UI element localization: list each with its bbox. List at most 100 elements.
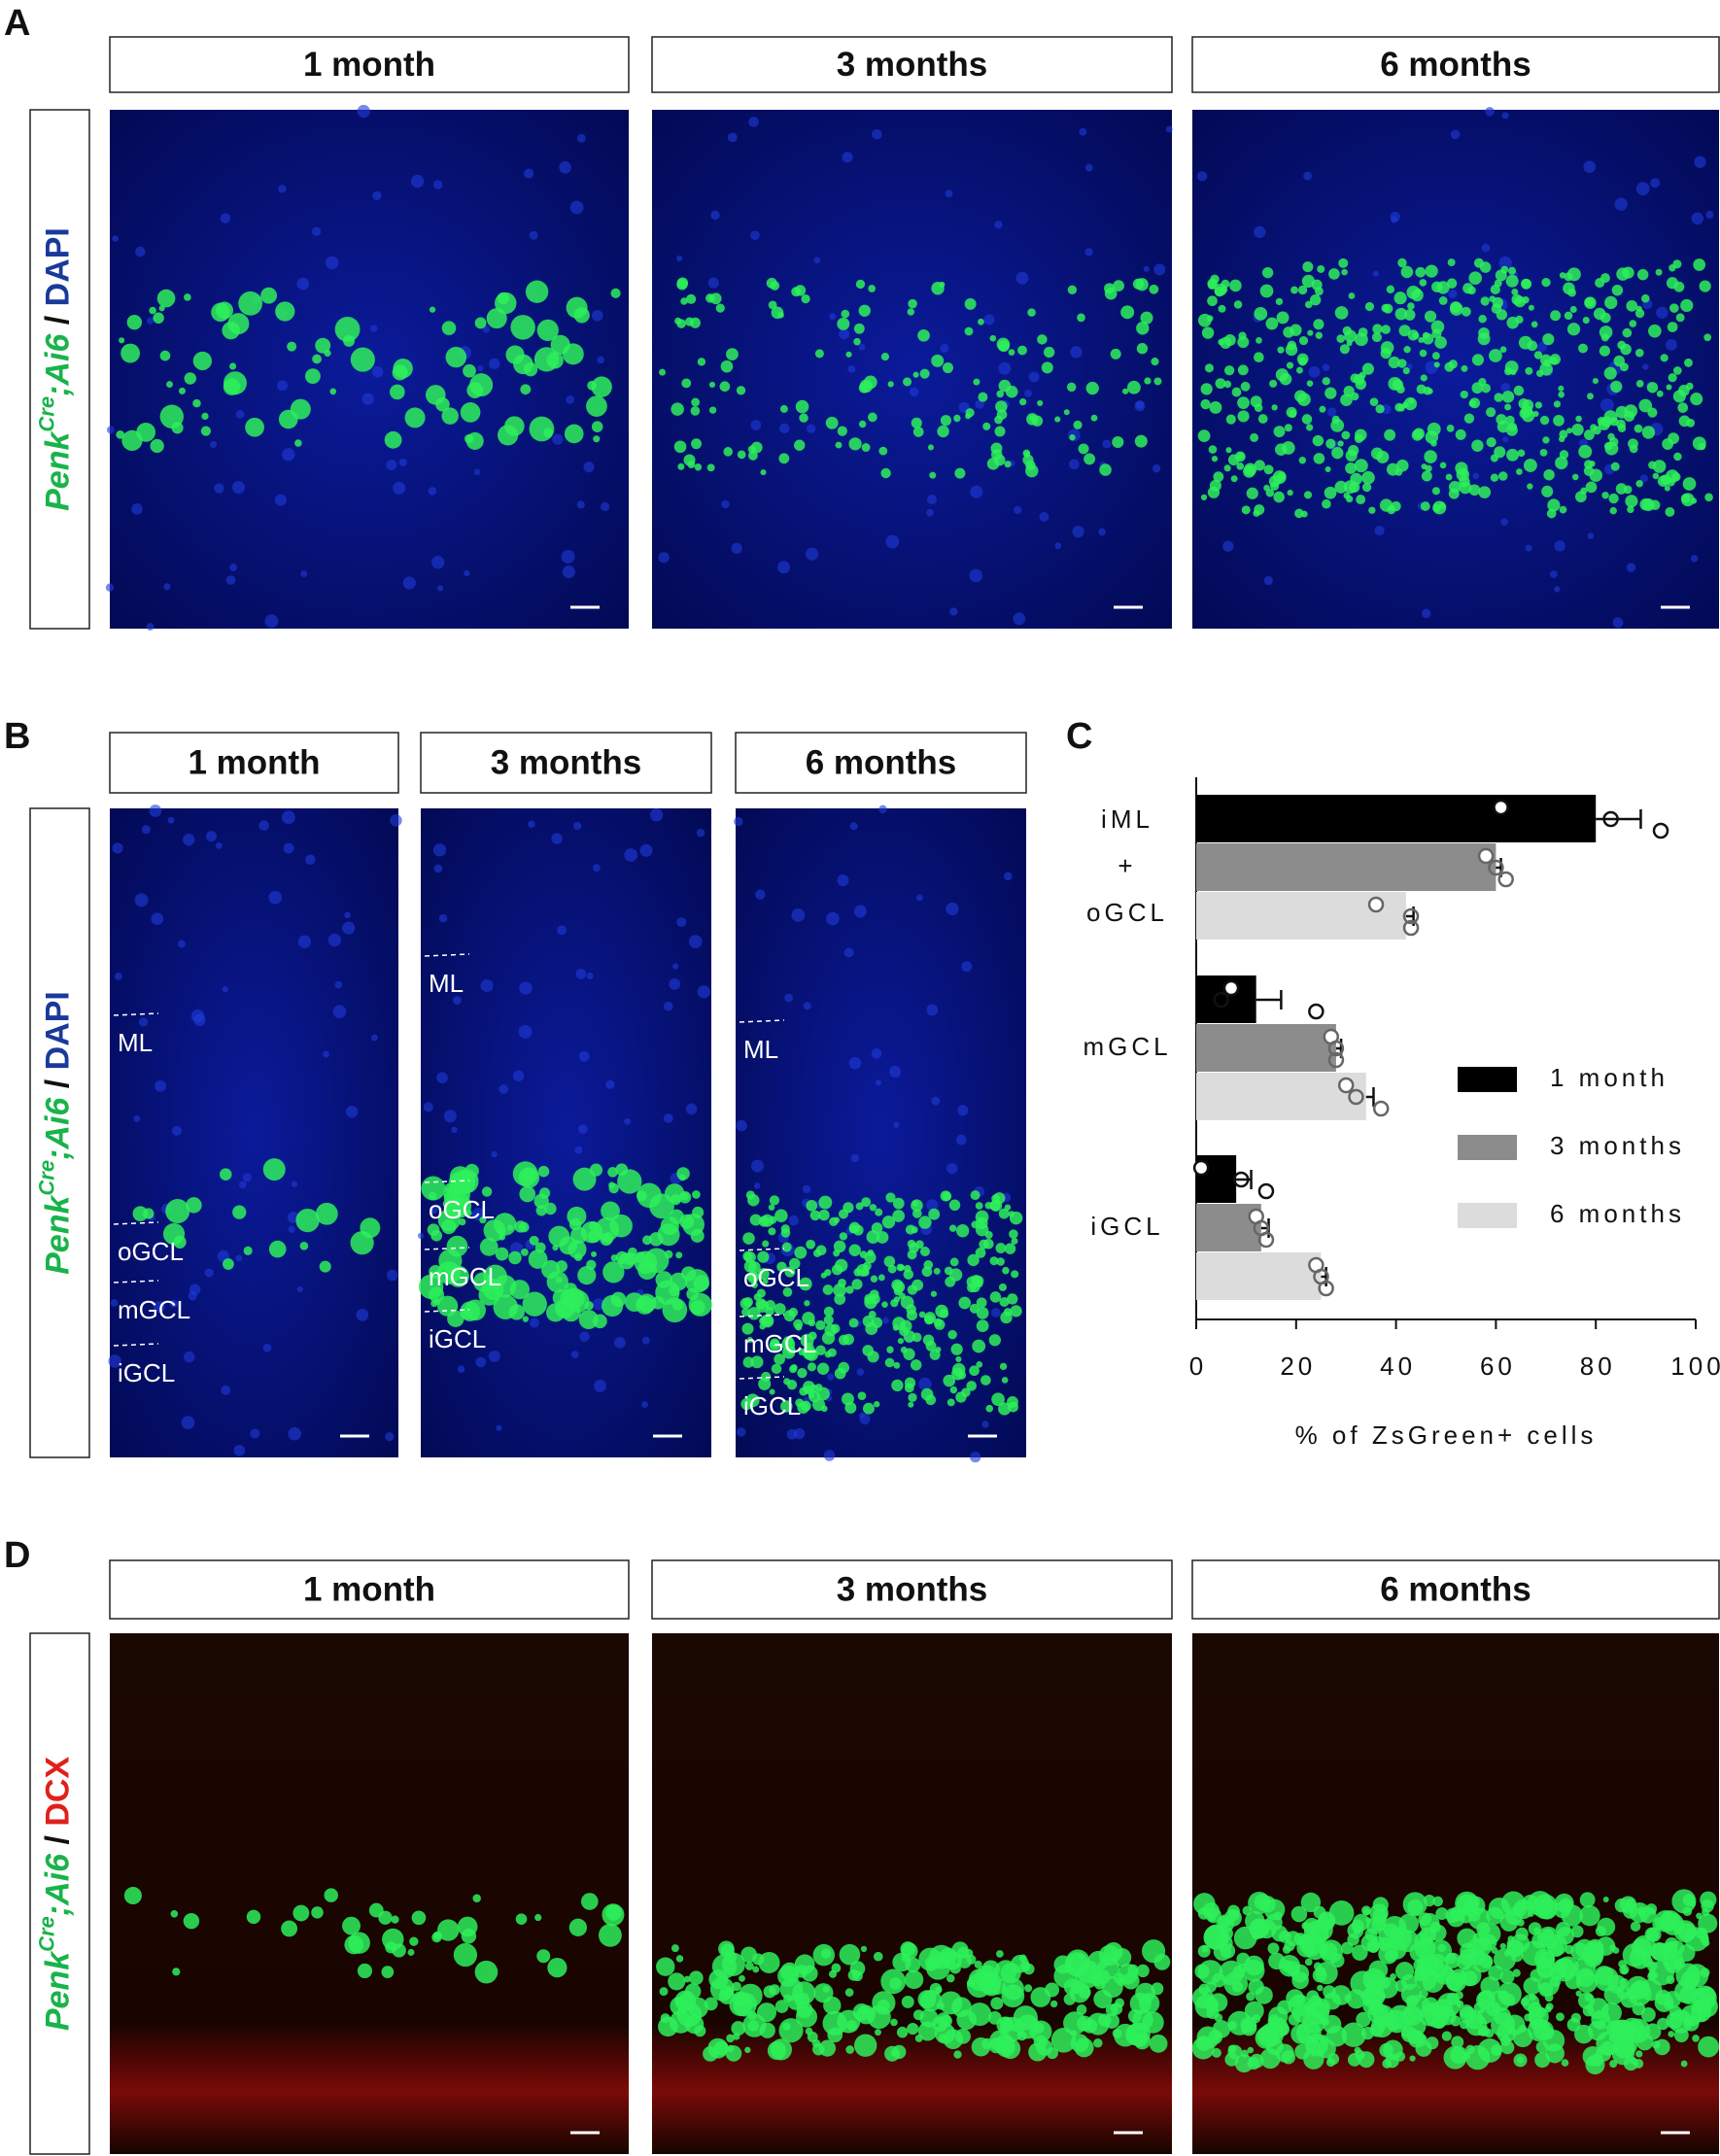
cell — [831, 1264, 843, 1276]
cell — [686, 1287, 699, 1301]
cell — [1419, 349, 1428, 358]
nucleus — [918, 1377, 932, 1391]
cell — [1220, 286, 1228, 293]
cell — [1571, 423, 1584, 436]
cell — [1545, 2002, 1554, 2011]
cell — [1686, 418, 1696, 428]
nucleus — [909, 387, 919, 397]
cell — [1208, 445, 1218, 454]
nucleus — [791, 908, 806, 922]
cell — [1197, 1944, 1211, 1958]
cell — [1468, 271, 1482, 285]
nucleus — [889, 1065, 902, 1078]
nucleus — [926, 1199, 939, 1212]
cell — [602, 1903, 625, 1927]
cell — [1578, 343, 1588, 354]
cell — [881, 1215, 896, 1229]
cell — [1142, 2011, 1164, 2034]
cell — [1144, 377, 1152, 385]
cell — [900, 1941, 916, 1957]
cell — [1069, 434, 1076, 441]
cell — [1354, 459, 1368, 473]
nucleus — [885, 534, 900, 549]
cell — [1467, 286, 1476, 295]
cell — [1223, 365, 1235, 376]
cell — [978, 318, 984, 325]
layer-boundary — [113, 1221, 159, 1225]
cell — [1368, 506, 1376, 514]
cell — [1303, 491, 1313, 499]
cell — [1191, 1987, 1215, 2009]
nucleus — [641, 1401, 648, 1408]
cell — [150, 438, 164, 454]
nucleus — [282, 448, 295, 462]
cell — [1271, 404, 1278, 411]
cell — [859, 379, 874, 394]
cell — [933, 1318, 943, 1327]
cell — [1490, 473, 1499, 482]
cell — [980, 1375, 991, 1386]
cell — [1218, 338, 1224, 346]
cell — [1364, 301, 1375, 312]
cell — [186, 1197, 202, 1214]
cell — [1249, 1918, 1270, 1939]
cell — [1135, 1982, 1156, 2003]
nucleus — [489, 358, 500, 370]
cell — [1589, 468, 1603, 482]
cell — [1584, 296, 1597, 309]
cell — [1269, 379, 1278, 388]
cell — [813, 1983, 834, 2003]
cell — [1494, 279, 1502, 288]
nucleus — [1639, 474, 1648, 483]
cell — [1304, 300, 1313, 309]
cell — [1528, 304, 1534, 311]
cell — [1448, 488, 1460, 499]
cell — [1312, 1968, 1327, 1983]
nucleus — [105, 583, 115, 592]
cell — [1200, 398, 1211, 410]
cell — [706, 463, 715, 472]
cell — [892, 1197, 905, 1210]
cell — [727, 2044, 735, 2053]
cell — [1421, 463, 1428, 470]
nucleus — [153, 1301, 165, 1314]
nucleus — [529, 1318, 540, 1328]
cell — [562, 343, 584, 365]
cell — [991, 1392, 1005, 1407]
cell — [1685, 1964, 1709, 1988]
cell — [578, 1310, 599, 1330]
cell — [1553, 415, 1565, 427]
cell — [925, 1394, 937, 1406]
cell — [1063, 1978, 1081, 1996]
cell — [1240, 381, 1251, 392]
cell — [1298, 335, 1309, 346]
cell — [1431, 487, 1440, 496]
gene: Penk — [39, 1950, 76, 2031]
nucleus — [385, 1432, 395, 1442]
stain: DAPI — [39, 991, 76, 1070]
cell — [1002, 1266, 1010, 1275]
legend-label: 6 months — [1550, 1199, 1685, 1228]
nucleus — [592, 1298, 605, 1311]
cell — [518, 1221, 530, 1233]
cell — [763, 1985, 776, 1999]
cell — [384, 430, 402, 449]
cell — [1063, 409, 1070, 416]
cell — [1211, 455, 1219, 462]
cell — [1122, 388, 1129, 394]
cell — [1668, 2031, 1675, 2037]
nucleus — [1421, 608, 1431, 619]
nucleus — [131, 503, 143, 515]
cell — [841, 309, 850, 319]
cell — [1566, 323, 1581, 336]
cell — [1615, 405, 1629, 419]
cell — [116, 430, 124, 439]
cell — [1646, 1931, 1655, 1939]
cell — [993, 1192, 1006, 1205]
cell — [1328, 1900, 1355, 1926]
cell — [1438, 502, 1446, 509]
cell — [1268, 2006, 1289, 2027]
cell — [713, 2040, 729, 2056]
cell — [1018, 1954, 1027, 1963]
nucleus — [477, 364, 484, 372]
